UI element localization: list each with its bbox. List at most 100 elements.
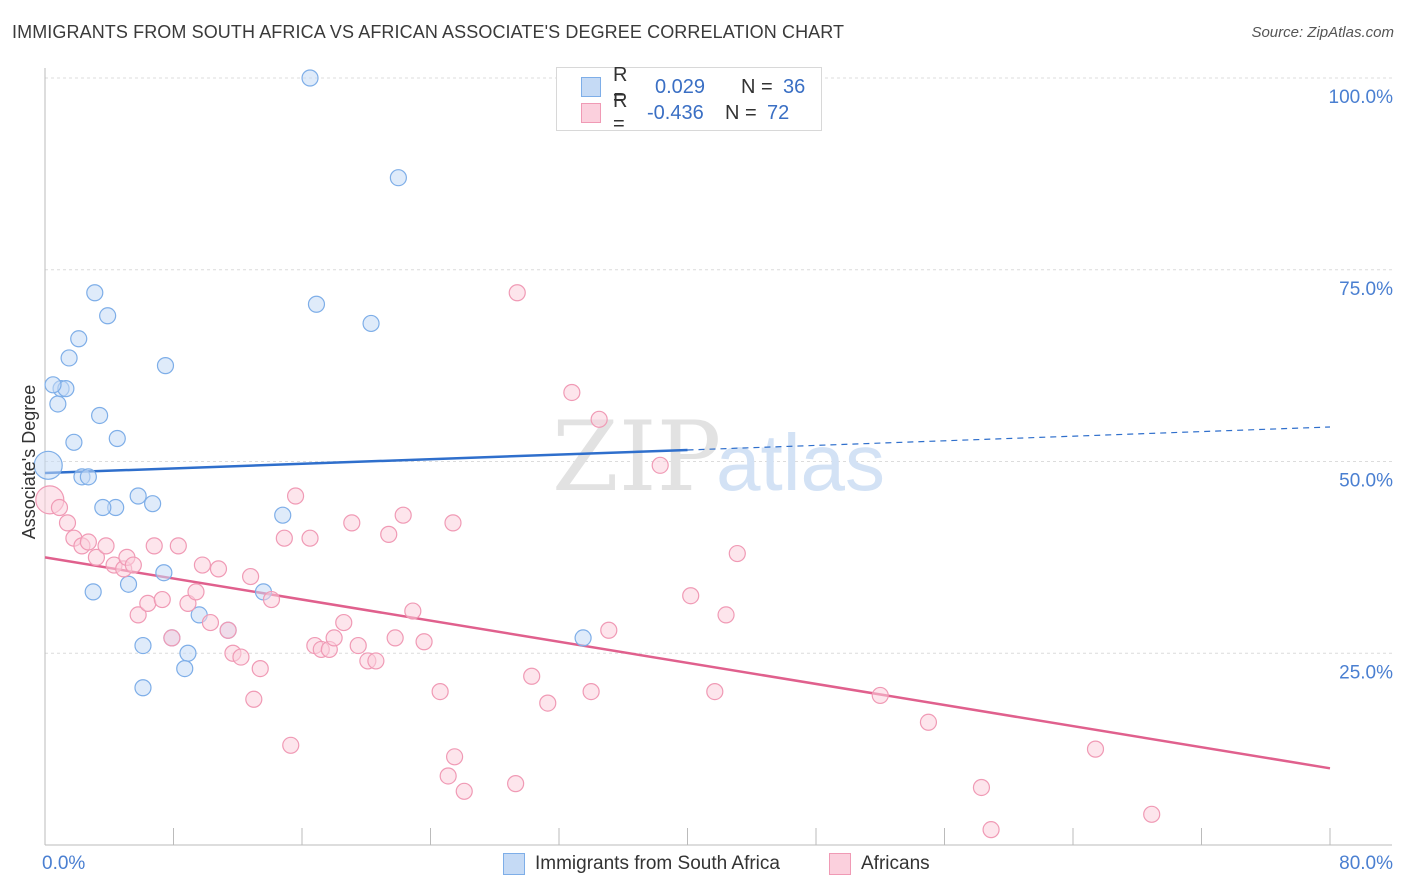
point-africans [187, 583, 205, 601]
legend-swatch-blue [581, 77, 601, 97]
point-africans [97, 537, 115, 555]
legend-swatch-blue [503, 853, 525, 875]
point-south-africa [307, 295, 326, 313]
point-africans [508, 284, 526, 302]
point-africans [153, 590, 171, 609]
legend-row-africans: R = -0.436 N = 72 [581, 90, 789, 135]
point-south-africa [144, 495, 162, 513]
point-africans [439, 767, 457, 785]
point-south-africa [94, 498, 112, 517]
point-africans [242, 567, 260, 586]
point-africans [124, 556, 142, 574]
point-africans [139, 594, 157, 612]
point-africans [386, 629, 404, 647]
point-south-africa [108, 429, 126, 448]
legend-label-south-africa: Immigrants from South Africa [535, 853, 780, 874]
legend-swatch-pink [581, 103, 601, 123]
point-south-africa [155, 564, 173, 582]
point-africans [245, 690, 263, 708]
legend-swatch-pink [829, 853, 851, 875]
point-africans [682, 587, 700, 605]
point-south-africa [33, 450, 63, 480]
y-tick-label: 100.0% [1329, 87, 1394, 108]
point-africans [415, 633, 433, 651]
point-south-africa [362, 314, 380, 333]
point-south-africa [134, 679, 152, 697]
point-africans [1143, 805, 1161, 823]
point-africans [367, 652, 385, 670]
watermark: ZIP atlas [552, 401, 885, 513]
point-africans [79, 533, 97, 551]
point-africans [972, 778, 991, 797]
point-africans [262, 590, 281, 609]
legend-row-south-africa: R = 0.029 N = 36 [581, 64, 806, 109]
point-africans [455, 782, 473, 800]
point-south-africa [156, 357, 175, 375]
point-africans [717, 606, 735, 624]
trend-line-south-africa-dashed [687, 426, 1331, 451]
point-africans [728, 544, 746, 563]
point-africans [523, 667, 541, 685]
n-value: 36 [783, 75, 806, 98]
point-south-africa [301, 69, 319, 87]
point-south-africa [389, 169, 407, 187]
y-tick-label: 75.0% [1339, 279, 1393, 300]
point-africans [380, 525, 398, 543]
point-africans [507, 775, 525, 793]
point-south-africa [84, 583, 102, 601]
point-south-africa [574, 629, 592, 647]
n-label: N = [725, 101, 757, 124]
point-africans [919, 713, 938, 731]
legend-label-africans: Africans [861, 853, 930, 874]
point-africans [209, 560, 228, 578]
point-africans [275, 529, 293, 547]
point-africans [343, 514, 361, 532]
point-africans [145, 537, 163, 555]
point-south-africa [179, 644, 197, 662]
point-south-africa [44, 376, 62, 394]
point-africans [404, 602, 422, 620]
point-africans [982, 821, 1000, 839]
point-south-africa [86, 284, 104, 302]
y-axis-label: Associate's Degree [19, 385, 39, 540]
r-value: 0.029 [655, 75, 706, 98]
y-tick-label: 25.0% [1339, 662, 1393, 683]
point-africans [282, 736, 300, 754]
point-south-africa [119, 575, 138, 593]
r-label: R = [613, 90, 628, 135]
point-africans [349, 636, 367, 655]
correlation-legend: R = 0.029 N = 36 R = -0.436 N = 72 [556, 64, 822, 135]
n-label: N = [741, 75, 773, 98]
point-africans [251, 659, 269, 678]
y-tick-label: 50.0% [1339, 471, 1393, 492]
point-south-africa [70, 330, 88, 348]
point-south-africa [60, 349, 78, 367]
point-south-africa [79, 468, 97, 486]
point-africans [1086, 740, 1105, 758]
point-south-africa [91, 406, 109, 425]
point-africans [431, 682, 449, 701]
trend-line-south-africa [44, 448, 688, 475]
point-africans [394, 506, 412, 524]
point-africans [286, 487, 305, 505]
point-south-africa [49, 395, 67, 413]
watermark-zip: ZIP [552, 401, 721, 513]
legend-item-south-africa: Immigrants from South Africa [503, 851, 780, 877]
point-africans [50, 498, 69, 517]
point-africans [445, 748, 464, 766]
point-africans [444, 514, 462, 532]
r-value: -0.436 [647, 101, 704, 124]
x-tick-label: 0.0% [42, 853, 85, 874]
point-africans [87, 548, 106, 566]
point-africans [58, 514, 77, 532]
point-africans [325, 629, 343, 647]
data-points [33, 69, 1161, 839]
point-africans [335, 613, 353, 632]
legend-item-africans: Africans [829, 851, 930, 877]
watermark-atlas: atlas [716, 418, 885, 507]
axes: 25.0% 50.0% 75.0% 100.0% 0.0% 80.0% [42, 68, 1393, 874]
point-africans [563, 383, 581, 402]
x-tick-label: 80.0% [1339, 853, 1393, 874]
grid-lines [45, 77, 1392, 654]
